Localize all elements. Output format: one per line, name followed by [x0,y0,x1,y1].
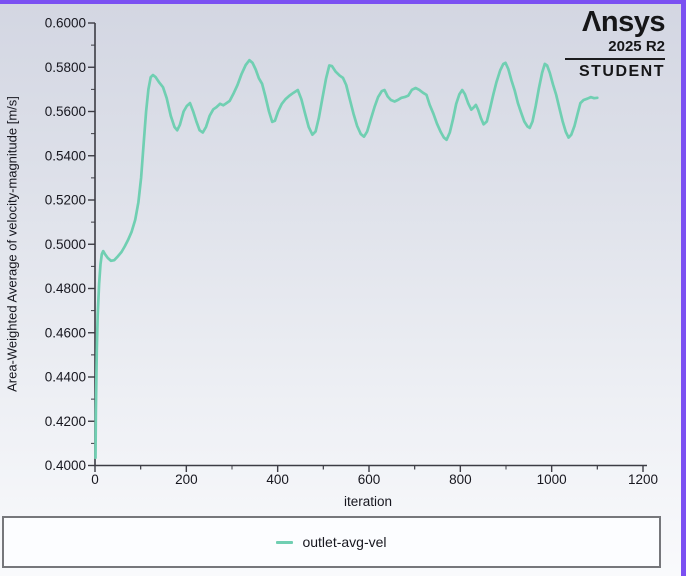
window-accent-border-top [0,0,686,4]
svg-text:1000: 1000 [537,472,567,487]
svg-text:800: 800 [449,472,472,487]
svg-text:400: 400 [266,472,289,487]
svg-text:200: 200 [175,472,198,487]
ansys-logo: Λnsys 2025 R2 STUDENT [565,6,666,80]
ansys-edition-text: STUDENT [578,63,665,80]
svg-text:600: 600 [358,472,381,487]
svg-text:0.5000: 0.5000 [45,237,86,252]
x-axis-title: iteration [343,494,393,509]
svg-text:0.5800: 0.5800 [45,60,86,75]
legend-line-swatch [276,540,294,544]
svg-text:0.4600: 0.4600 [45,325,86,340]
y-axis-title: Area-Weighted Average of velocity-magnit… [4,96,20,392]
legend-box: outlet-avg-vel [2,516,661,568]
svg-text:1200: 1200 [628,472,658,487]
svg-text:0.6000: 0.6000 [45,16,86,31]
legend-entry: outlet-avg-vel [276,534,387,550]
svg-text:0.4800: 0.4800 [45,281,86,296]
svg-text:0.4400: 0.4400 [45,370,86,385]
svg-text:0.5200: 0.5200 [45,193,86,208]
ansys-release-text: 2025 R2 [608,38,665,55]
window-accent-border-right [681,0,686,576]
svg-text:0.5400: 0.5400 [45,148,86,163]
svg-text:0.4200: 0.4200 [45,414,86,429]
legend-label: outlet-avg-vel [302,534,387,550]
svg-text:0.4000: 0.4000 [45,458,86,473]
ansys-brand-text: Λnsys [582,6,665,38]
svg-text:0: 0 [91,472,99,487]
svg-text:0.5600: 0.5600 [45,104,86,119]
logo-divider [565,58,665,60]
